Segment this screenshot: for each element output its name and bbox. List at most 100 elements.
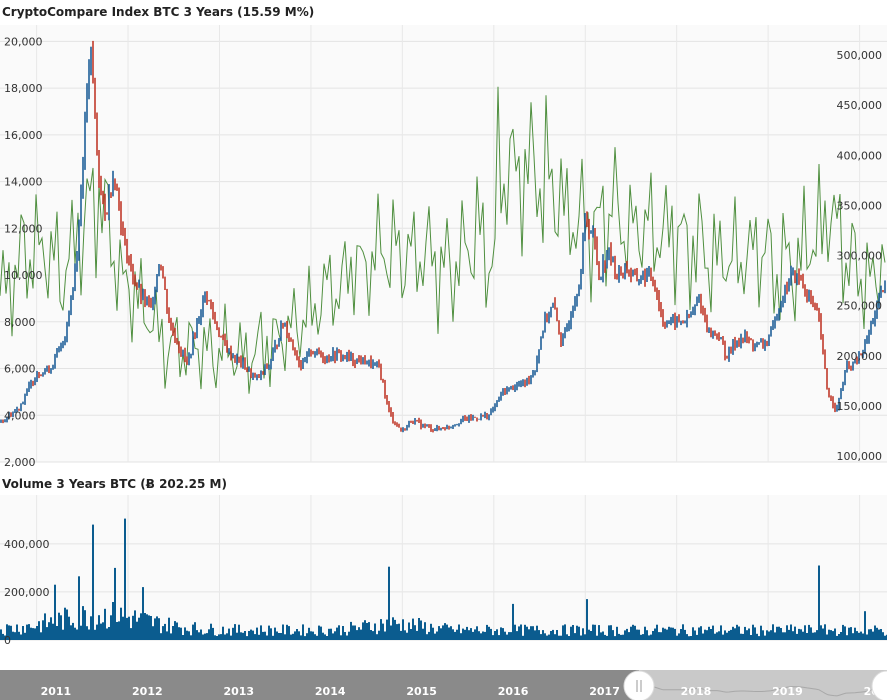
volume-bar xyxy=(176,622,178,640)
volume-bar xyxy=(364,620,366,640)
volume-bar xyxy=(686,634,688,640)
volume-bar xyxy=(228,628,230,640)
volume-bar xyxy=(290,634,292,640)
volume-bar xyxy=(716,632,718,640)
volume-bar xyxy=(874,625,876,640)
volume-bar xyxy=(98,615,100,640)
volume-bar xyxy=(42,620,44,640)
volume-bar xyxy=(750,635,752,640)
volume-bar xyxy=(692,627,694,640)
volume-line-series xyxy=(0,86,886,394)
volume-bar xyxy=(492,635,494,640)
volume-bar xyxy=(118,621,120,640)
price-left-tick: 10,000 xyxy=(4,269,43,282)
volume-bar xyxy=(6,624,8,640)
volume-bar xyxy=(340,635,342,640)
volume-bar xyxy=(112,602,114,640)
volume-bar xyxy=(206,633,208,640)
volume-bar xyxy=(620,634,622,640)
volume-bar xyxy=(154,618,156,640)
volume-bar xyxy=(618,633,620,640)
volume-bar xyxy=(238,624,240,640)
volume-bar xyxy=(90,616,92,640)
volume-bar xyxy=(630,626,632,640)
volume-bar xyxy=(854,627,856,640)
volume-bar xyxy=(382,623,384,640)
volume-bar xyxy=(20,634,22,640)
volume-bar xyxy=(190,635,192,640)
volume-bar xyxy=(424,622,426,640)
volume-bar xyxy=(168,617,170,640)
volume-bar xyxy=(494,631,496,640)
volume-bar xyxy=(652,631,654,640)
volume-bar xyxy=(116,622,118,640)
volume-bar xyxy=(324,634,326,640)
volume-bar xyxy=(718,631,720,640)
volume-bar xyxy=(56,626,58,640)
volume-bar xyxy=(416,630,418,640)
volume-bar xyxy=(468,630,470,640)
price-left-tick: 14,000 xyxy=(4,176,43,189)
navigator-year-label: 2018 xyxy=(681,685,712,698)
volume-bar xyxy=(282,624,284,640)
volume-bar xyxy=(208,629,210,640)
volume-bar xyxy=(860,631,862,640)
volume-bar xyxy=(458,624,460,640)
volume-bar xyxy=(52,623,54,640)
volume-bar xyxy=(162,626,164,640)
volume-bar xyxy=(484,631,486,640)
volume-bar xyxy=(472,631,474,640)
volume-line xyxy=(0,86,886,394)
volume-bar xyxy=(500,627,502,640)
volume-bar xyxy=(674,628,676,640)
volume-bar xyxy=(24,632,26,640)
volume-bar xyxy=(152,626,154,640)
volume-bar xyxy=(568,636,570,640)
volume-bar xyxy=(84,610,86,640)
volume-bar xyxy=(46,627,48,640)
volume-bar xyxy=(822,628,824,640)
volume-bar xyxy=(574,633,576,640)
volume-bar xyxy=(818,565,820,640)
volume-bar xyxy=(564,624,566,640)
volume-bar xyxy=(764,635,766,640)
volume-bar xyxy=(294,631,296,640)
volume-bar xyxy=(352,625,354,640)
navigator-left-handle[interactable] xyxy=(623,670,655,700)
volume-bar xyxy=(610,625,612,640)
volume-bar xyxy=(344,632,346,640)
navigator-selection[interactable] xyxy=(639,670,887,700)
volume-bar xyxy=(704,629,706,640)
price-right-tick: 400,000 xyxy=(837,149,883,162)
navigator-year-label: 2013 xyxy=(223,685,254,698)
volume-bar xyxy=(16,624,18,640)
volume-bar xyxy=(44,613,46,640)
volume-bar xyxy=(562,625,564,640)
volume-bar xyxy=(502,628,504,640)
price-left-axis: 2,000 4,000 6,000 8,000 10,000 12,000 14,000 16… xyxy=(4,35,43,469)
volume-bar xyxy=(132,615,134,640)
volume-bar xyxy=(350,621,352,640)
volume-bar xyxy=(658,632,660,640)
volume-bar xyxy=(398,623,400,640)
volume-bar xyxy=(518,626,520,640)
volume-bar xyxy=(720,625,722,640)
volume-bar xyxy=(120,607,122,640)
volume-bar xyxy=(368,622,370,640)
price-right-tick: 350,000 xyxy=(837,199,883,212)
volume-bar xyxy=(192,624,194,640)
price-right-tick: 250,000 xyxy=(837,300,883,313)
volume-bar xyxy=(558,635,560,640)
volume-bar xyxy=(396,624,398,640)
volume-bar xyxy=(60,615,62,640)
volume-bar xyxy=(166,631,168,640)
volume-bar xyxy=(726,632,728,640)
volume-bar xyxy=(242,632,244,640)
volume-bar xyxy=(486,624,488,640)
volume-bar xyxy=(388,566,390,640)
navigator-year-label: 2017 xyxy=(589,685,620,698)
volume-bar xyxy=(578,626,580,640)
navigator-right-handle[interactable] xyxy=(871,670,887,700)
volume-bar xyxy=(262,631,264,640)
volume-bar xyxy=(770,630,772,640)
